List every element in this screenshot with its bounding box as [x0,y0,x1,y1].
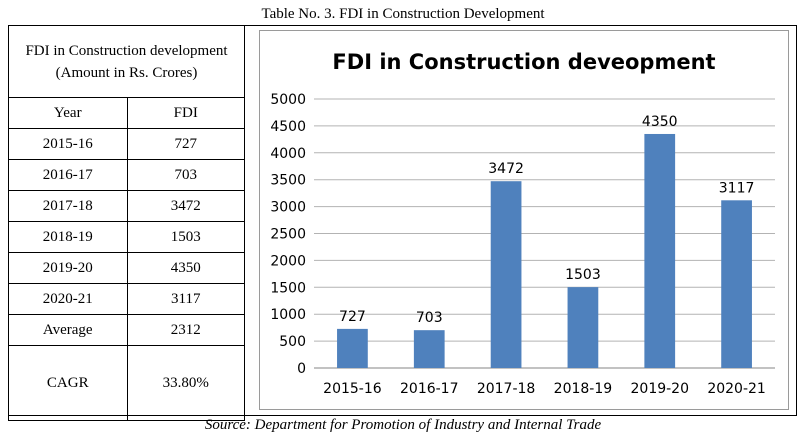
bar [721,200,752,368]
fdi-cell: 703 [126,159,245,191]
data-label: 1503 [565,267,601,283]
average-value: 2312 [126,314,245,346]
average-row: Average 2312 [8,314,245,346]
outer-frame [8,25,797,416]
bar [644,133,676,368]
y-tick-label: 5000 [270,92,306,108]
y-tick-label: 1000 [270,307,306,323]
y-tick-label: 4500 [270,119,306,135]
data-label: 703 [416,310,443,326]
x-tick-label: 2016-17 [400,381,459,397]
x-tick-label: 2017-18 [477,381,536,397]
data-label: 3472 [488,161,524,177]
x-tick-label: 2020-21 [707,381,766,397]
table-caption: Table No. 3. FDI in Construction Develop… [261,6,545,22]
table-row: 2020-21 3117 [8,283,245,315]
chart-title: FDI in Construction deveopment [332,50,715,74]
year-cell: 2015-16 [8,128,128,160]
source-note: Source: Department for Promotion of Indu… [204,417,602,433]
column-header-year: Year [8,97,128,129]
cagr-value: 33.80% [126,345,245,421]
y-tick-label: 0 [297,361,306,377]
year-cell: 2019-20 [8,252,128,284]
cagr-label: CAGR [8,345,128,421]
bar [490,181,522,368]
table-row: 2016-17 703 [8,159,245,191]
y-tick-label: 500 [279,334,306,350]
year-cell: 2018-19 [8,221,128,253]
fdi-table: FDI in Construction development (Amount … [8,25,245,421]
fdi-bar-chart: FDI in Construction deveopment 0 500 1000 1… [270,50,775,397]
data-label: 4350 [642,114,678,130]
year-cell: 2020-21 [8,283,128,315]
x-tick-label: 2019-20 [631,381,690,397]
table-header: FDI in Construction development (Amount … [8,25,245,98]
cagr-row: CAGR 33.80% [8,345,245,421]
table-header-row: Year FDI [8,97,245,129]
y-tick-label: 1500 [270,280,306,296]
fdi-cell: 1503 [126,221,245,253]
bar [337,328,368,368]
column-header-fdi: FDI [126,97,245,129]
y-tick-label: 3500 [270,173,306,189]
table-row: 2018-19 1503 [8,221,245,253]
table-row: 2015-16 727 [8,128,245,160]
y-tick-label: 2500 [270,227,306,243]
average-label: Average [8,314,128,346]
x-tick-label: 2015-16 [323,381,382,397]
bar [413,330,445,368]
chart-container: FDI in Construction deveopment 0 500 1000 1… [259,30,789,410]
data-label: 3117 [719,180,755,196]
bar [567,287,599,368]
y-tick-label: 2000 [270,253,306,269]
y-tick-label: 3000 [270,200,306,216]
x-tick-label: 2018-19 [554,381,613,397]
data-label: 727 [339,309,366,325]
y-tick-label: 4000 [270,146,306,162]
